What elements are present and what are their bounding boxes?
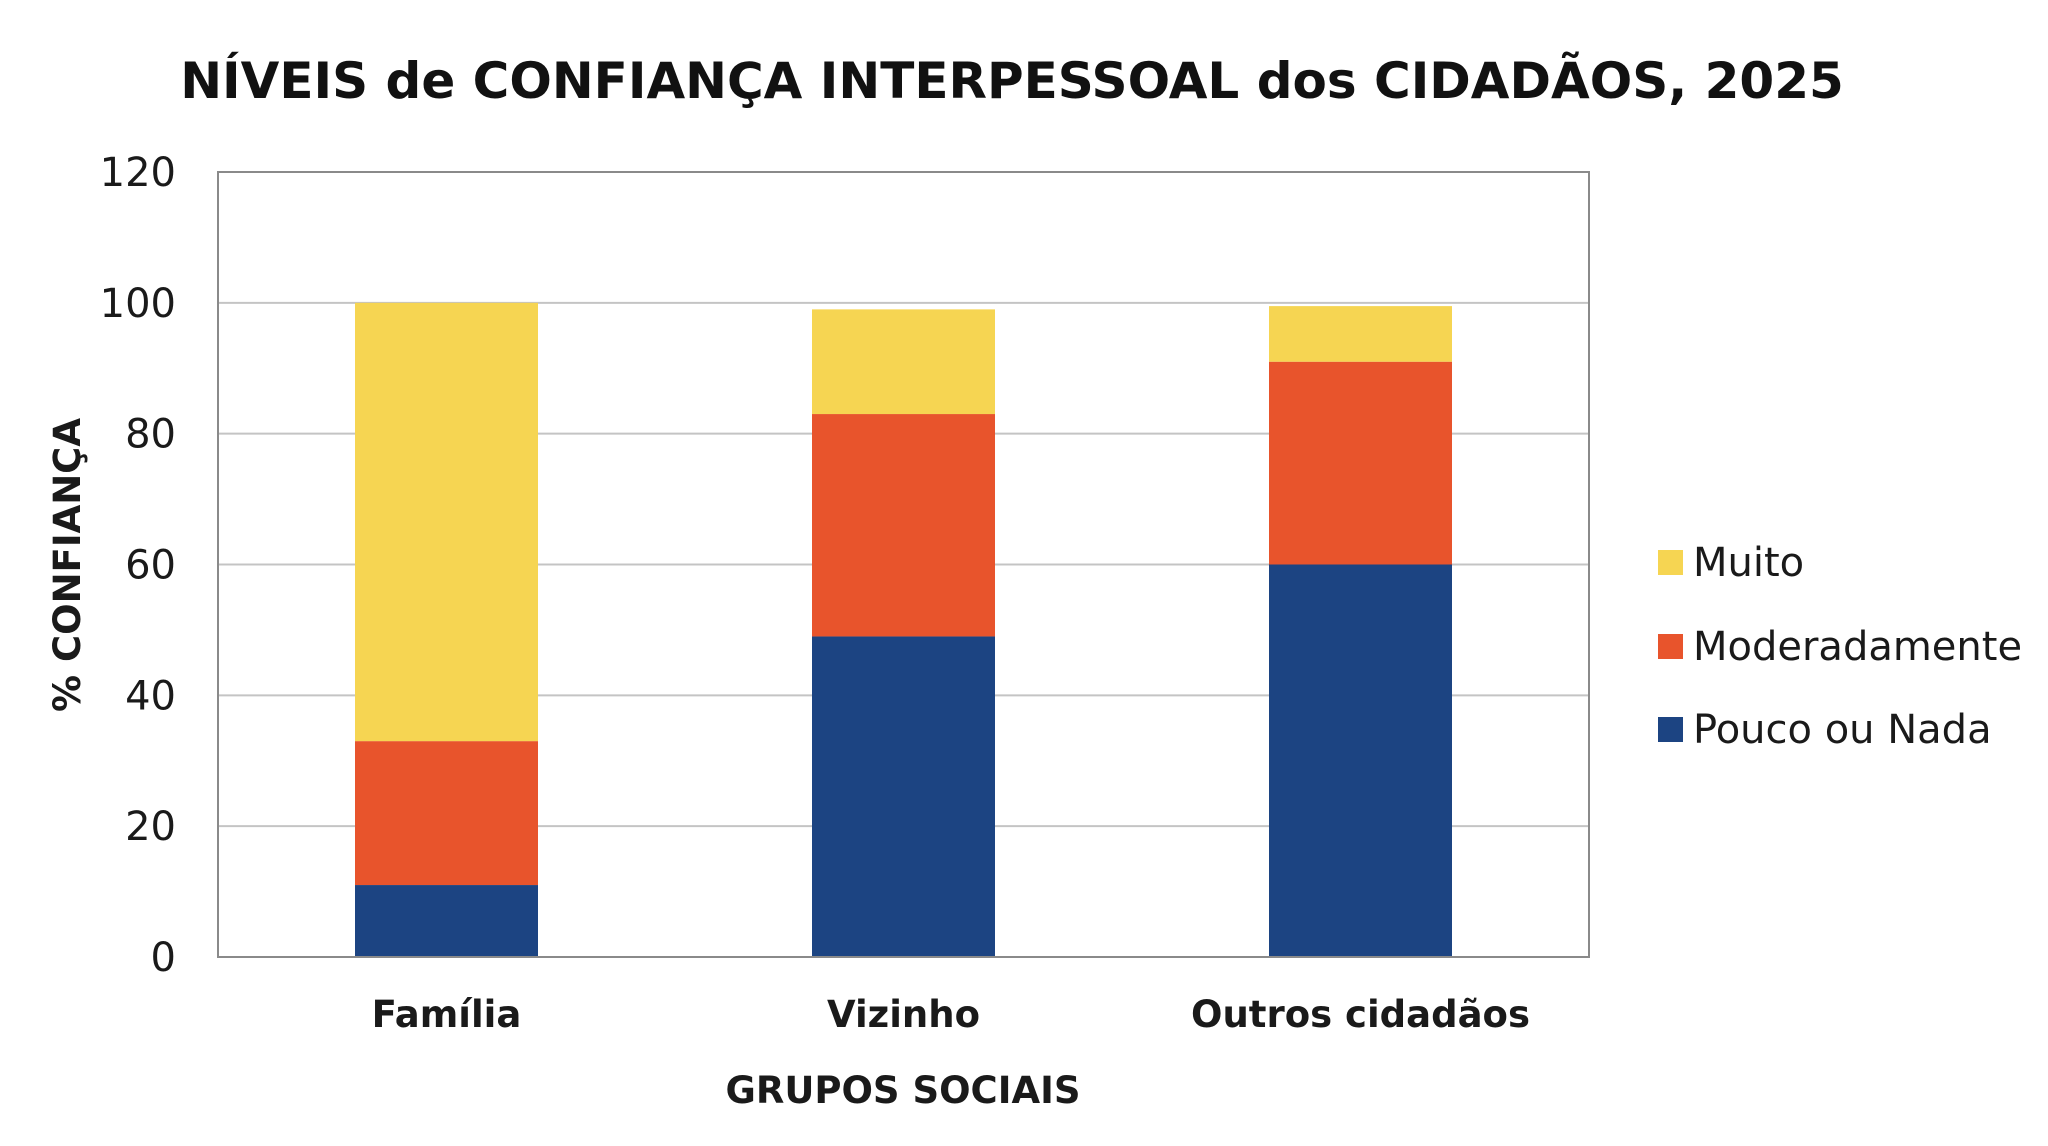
x-category-label: Vizinho: [827, 993, 980, 1036]
legend-swatch: [1658, 550, 1683, 575]
legend: Muito Moderadamente Pouco ou Nada: [1658, 540, 2022, 753]
bar-segment-muito: [812, 309, 995, 415]
y-axis-title: % CONFIANÇA: [46, 418, 89, 712]
legend-swatch: [1658, 634, 1683, 659]
plot-area-frame: [217, 171, 1590, 958]
y-axis-ticks: 0 20 40 60 80 100 120: [100, 150, 176, 981]
y-tick-label: 100: [100, 281, 176, 327]
bar-segment-pouco-ou-nada: [1269, 564, 1452, 957]
x-category-label: Família: [372, 993, 522, 1036]
bar-segment-muito: [355, 302, 538, 742]
legend-label: Moderadamente: [1693, 624, 2022, 670]
legend-label: Pouco ou Nada: [1693, 707, 1992, 753]
x-axis-title: GRUPOS SOCIAIS: [725, 1069, 1080, 1112]
y-tick-label: 80: [125, 412, 176, 458]
legend-swatch: [1658, 717, 1683, 742]
chart-title: NÍVEIS de CONFIANÇA INTERPESSOAL dos CID…: [180, 51, 1844, 110]
y-tick-label: 40: [125, 673, 176, 719]
bar-segment-moderadamente: [355, 741, 538, 886]
bar-segment-pouco-ou-nada: [812, 636, 995, 957]
bar-segment-moderadamente: [812, 414, 995, 637]
y-tick-label: 120: [100, 150, 176, 196]
y-tick-label: 0: [151, 935, 176, 981]
x-category-label: Outros cidadãos: [1191, 993, 1530, 1036]
y-tick-label: 20: [125, 804, 176, 850]
bar-segment-moderadamente: [1269, 361, 1452, 565]
legend-label: Muito: [1693, 540, 1804, 586]
x-axis-categories: Família Vizinho Outros cidadãos: [372, 993, 1530, 1036]
bar-segment-pouco-ou-nada: [355, 885, 538, 957]
bar-segment-muito: [1269, 306, 1452, 362]
y-tick-label: 60: [125, 543, 176, 589]
bars: [355, 302, 1452, 957]
